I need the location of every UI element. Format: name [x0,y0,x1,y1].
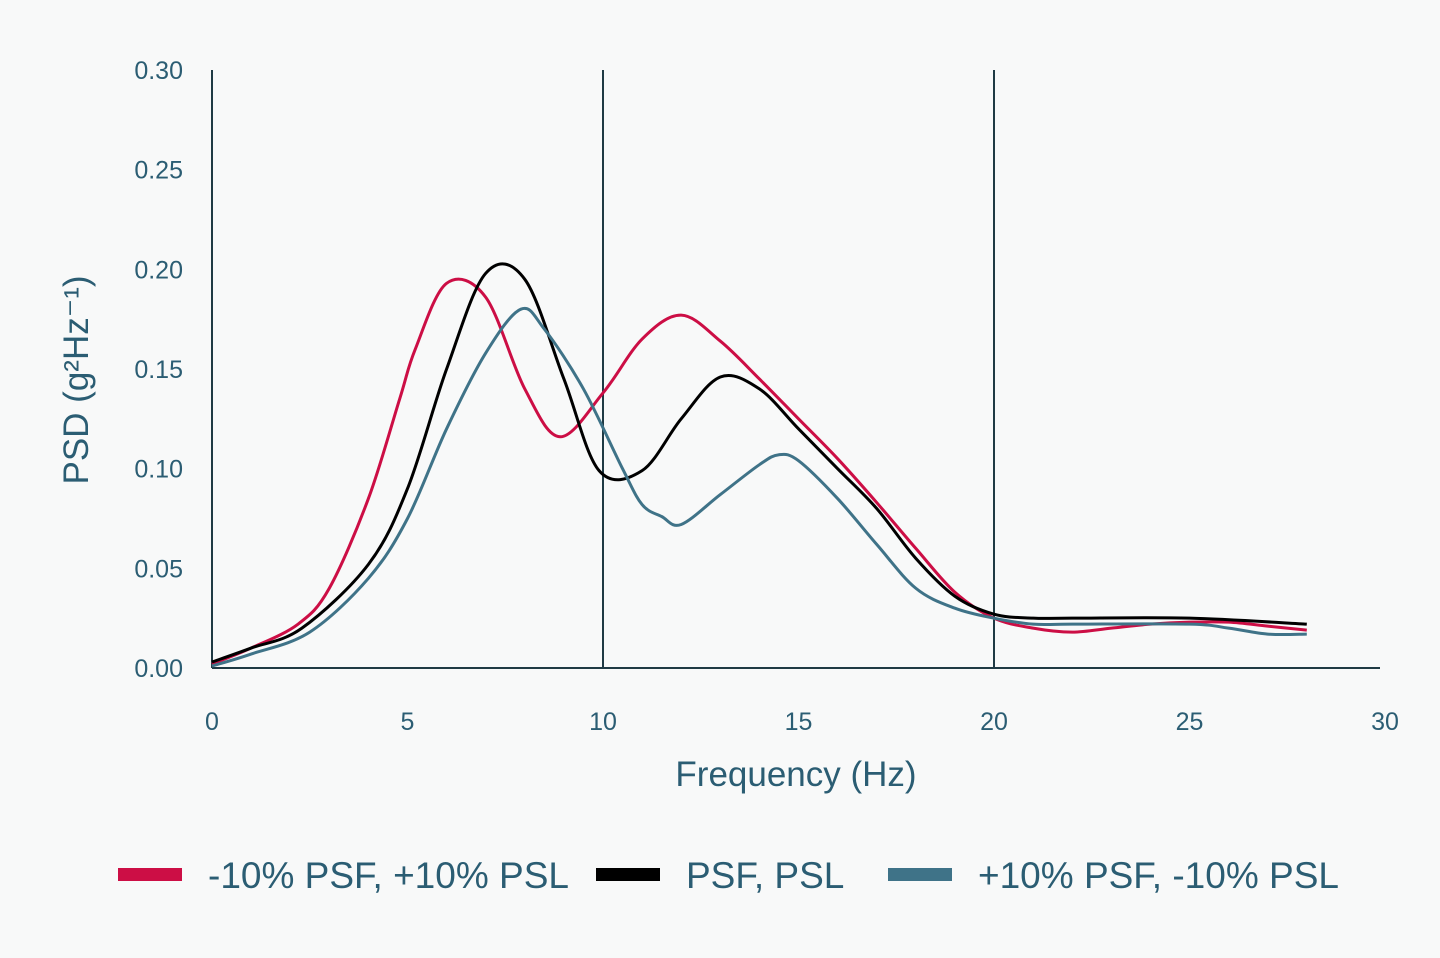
y-tick-label: 0.20 [134,256,183,284]
legend: -10% PSF, +10% PSL PSF, PSL +10% PSF, -10%… [118,855,1339,896]
legend-swatch [596,868,660,881]
y-tick-label: 0.10 [134,456,183,484]
y-tick-label: 0.05 [134,555,183,583]
x-tick-label: 5 [401,708,415,736]
y-tick-label: 0.30 [134,57,183,85]
legend-item: +10% PSF, -10% PSL [888,855,1339,896]
legend-item: -10% PSF, +10% PSL [118,855,569,896]
legend-swatch [888,868,952,881]
series-line-0 [211,277,1307,666]
x-tick-label: 30 [1371,708,1399,736]
x-tick-label: 25 [1176,708,1204,736]
x-tick-label: 10 [589,708,617,736]
x-axis-label: Frequency (Hz) [675,755,916,794]
axes [211,70,1380,669]
series-line-1 [211,262,1307,664]
y-axis-label: PSD (g²Hz⁻¹) [57,275,96,484]
legend-label: PSF, PSL [686,855,844,896]
gridlines [602,70,995,668]
y-tick-label: 0.25 [134,157,183,185]
series-line-2 [211,306,1307,668]
legend-item: PSF, PSL [596,855,844,896]
legend-label: +10% PSF, -10% PSL [978,855,1339,896]
legend-label: -10% PSF, +10% PSL [208,855,569,896]
y-tick-label: 0.15 [134,356,183,384]
x-tick-label: 15 [785,708,813,736]
x-tick-labels: 0 5 10 15 20 25 30 [205,708,1399,736]
legend-swatch [118,868,182,881]
x-tick-label: 0 [205,708,219,736]
y-tick-label: 0.00 [134,655,183,683]
x-tick-label: 20 [980,708,1008,736]
y-tick-labels: 0.00 0.05 0.10 0.15 0.20 0.25 0.30 [134,57,183,683]
series-lines [211,262,1307,668]
